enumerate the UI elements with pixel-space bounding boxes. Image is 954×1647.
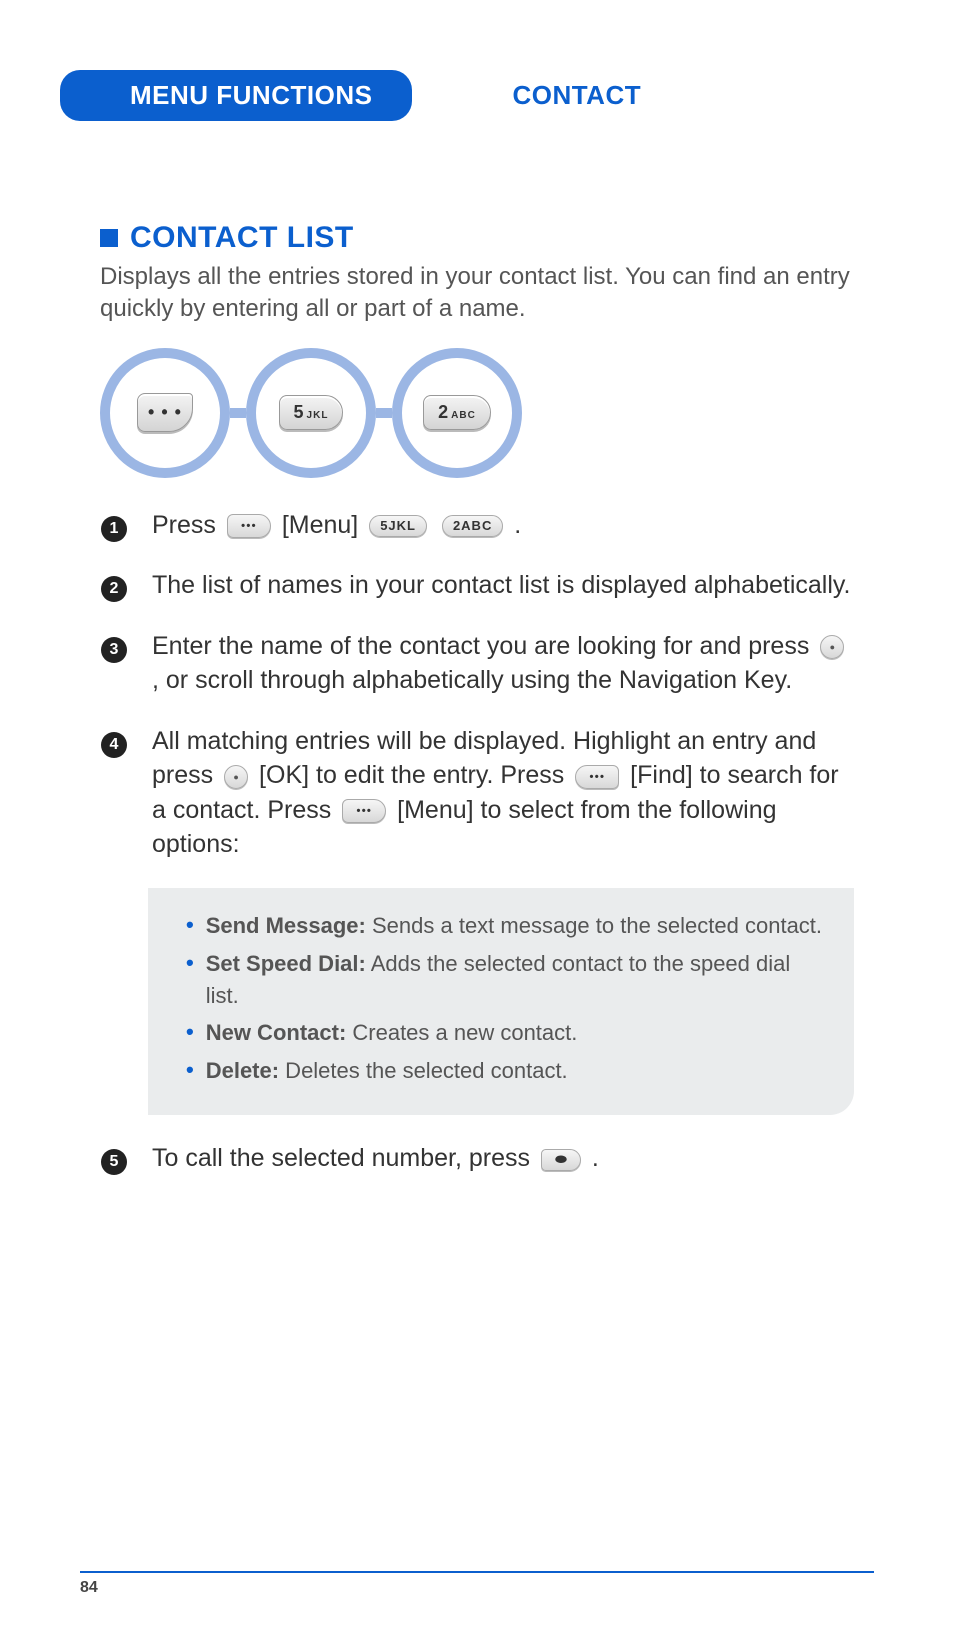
diagram-connector bbox=[230, 408, 246, 418]
steps-list: 1 Press [Menu] 5JKL 2ABC . 2 The list of… bbox=[100, 508, 854, 1176]
ok-key-icon bbox=[820, 635, 844, 659]
step-item: 4 All matching entries will be displayed… bbox=[100, 724, 854, 862]
page-content: CONTACT LIST Displays all the entries st… bbox=[80, 221, 874, 1176]
step-number-icon: 2 bbox=[101, 576, 127, 602]
key-letters: JKL bbox=[307, 410, 329, 421]
option-item: • Delete: Deletes the selected contact. bbox=[186, 1055, 826, 1087]
key-letters: ABC bbox=[451, 410, 476, 421]
options-panel: • Send Message: Sends a text message to … bbox=[148, 888, 854, 1115]
text: . bbox=[514, 511, 521, 539]
numkey-5-icon: 5JKL bbox=[279, 395, 344, 430]
bullet-icon: • bbox=[186, 910, 194, 942]
call-key-icon bbox=[541, 1149, 581, 1171]
header-section-label: CONTACT bbox=[512, 80, 641, 111]
numkey-5-icon: 5JKL bbox=[369, 515, 427, 537]
bullet-icon: • bbox=[186, 948, 194, 1012]
text: To call the selected number, press bbox=[152, 1144, 537, 1172]
diagram-connector bbox=[376, 408, 392, 418]
text: Press bbox=[152, 511, 223, 539]
numkey-2-icon: 2ABC bbox=[423, 395, 491, 430]
step-text: All matching entries will be displayed. … bbox=[152, 724, 854, 862]
footer-rule bbox=[80, 1571, 874, 1573]
option-label: Send Message: bbox=[206, 913, 366, 938]
diagram-ring: 2ABC bbox=[392, 348, 522, 478]
manual-page: MENU FUNCTIONS CONTACT CONTACT LIST Disp… bbox=[0, 0, 954, 1647]
step-item: 5 To call the selected number, press . bbox=[100, 1141, 854, 1176]
page-header: MENU FUNCTIONS CONTACT bbox=[60, 70, 874, 121]
step-number-icon: 3 bbox=[101, 637, 127, 663]
ok-key-icon bbox=[224, 765, 248, 789]
section-intro: Displays all the entries stored in your … bbox=[100, 261, 854, 326]
text: Enter the name of the contact you are lo… bbox=[152, 632, 816, 660]
page-number: 84 bbox=[80, 1579, 874, 1597]
text: . bbox=[592, 1144, 599, 1172]
bullet-icon: • bbox=[186, 1055, 194, 1087]
page-footer: 84 bbox=[80, 1571, 874, 1597]
option-item: • New Contact: Creates a new contact. bbox=[186, 1017, 826, 1049]
step-number-icon: 4 bbox=[101, 732, 127, 758]
step-item: 2 The list of names in your contact list… bbox=[100, 568, 854, 603]
softkey-right-icon bbox=[342, 799, 386, 823]
step-text: Press [Menu] 5JKL 2ABC . bbox=[152, 508, 854, 543]
option-label: Delete: bbox=[206, 1058, 279, 1083]
option-item: • Send Message: Sends a text message to … bbox=[186, 910, 826, 942]
step-number-icon: 1 bbox=[101, 516, 127, 542]
text: , or scroll through alphabetically using… bbox=[152, 666, 792, 694]
step-text: To call the selected number, press . bbox=[152, 1141, 854, 1176]
key-digit: 2 bbox=[438, 402, 449, 422]
option-text: Creates a new contact. bbox=[346, 1020, 577, 1045]
softkey-left-icon bbox=[575, 765, 619, 789]
step-item: 1 Press [Menu] 5JKL 2ABC . bbox=[100, 508, 854, 543]
step-number-icon: 5 bbox=[101, 1149, 127, 1175]
option-text: Sends a text message to the selected con… bbox=[366, 913, 822, 938]
option-label: New Contact: bbox=[206, 1020, 347, 1045]
header-pill: MENU FUNCTIONS bbox=[60, 70, 412, 121]
bullet-icon: • bbox=[186, 1017, 194, 1049]
option-text: Deletes the selected contact. bbox=[279, 1058, 568, 1083]
option-label: Set Speed Dial: bbox=[206, 951, 366, 976]
option-item: • Set Speed Dial: Adds the selected cont… bbox=[186, 948, 826, 1012]
square-bullet-icon bbox=[100, 229, 118, 247]
step-text: The list of names in your contact list i… bbox=[152, 568, 854, 603]
numkey-2-icon: 2ABC bbox=[442, 515, 503, 537]
diagram-ring: 5JKL bbox=[246, 348, 376, 478]
diagram-ring: • • • bbox=[100, 348, 230, 478]
key-digit: 5 bbox=[294, 402, 305, 422]
section-heading: CONTACT LIST bbox=[100, 221, 854, 255]
step-item: 3 Enter the name of the contact you are … bbox=[100, 629, 854, 698]
text: [OK] to edit the entry. Press bbox=[259, 761, 571, 789]
softkey-icon: • • • bbox=[137, 393, 193, 432]
key-sequence-diagram: • • • 5JKL 2ABC bbox=[100, 348, 854, 478]
section-title: CONTACT LIST bbox=[130, 221, 354, 255]
text: [Menu] bbox=[282, 511, 365, 539]
softkey-right-icon bbox=[227, 514, 271, 538]
step-text: Enter the name of the contact you are lo… bbox=[152, 629, 854, 698]
